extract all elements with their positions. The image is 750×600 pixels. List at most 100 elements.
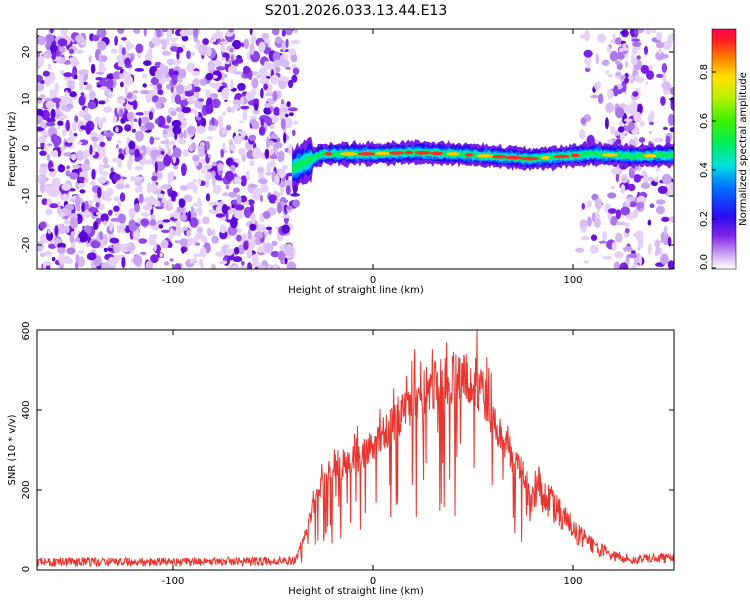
noise-speckle xyxy=(220,41,230,45)
noise-speckle xyxy=(234,210,244,220)
noise-speckle xyxy=(97,186,102,199)
signal-hotspot xyxy=(553,154,570,159)
noise-speckle xyxy=(656,73,664,78)
noise-speckle xyxy=(219,224,227,234)
noise-speckle xyxy=(222,192,229,197)
noise-speckle xyxy=(274,66,281,73)
noise-speckle xyxy=(198,150,205,157)
noise-speckle xyxy=(241,154,246,162)
noise-speckle xyxy=(284,254,293,259)
noise-speckle xyxy=(218,201,225,206)
noise-speckle xyxy=(274,174,280,186)
noise-speckle xyxy=(47,143,53,147)
noise-speckle xyxy=(183,194,193,203)
noise-speckle xyxy=(192,179,198,183)
noise-speckle xyxy=(69,57,73,61)
noise-speckle xyxy=(133,254,143,266)
noise-speckle xyxy=(176,205,185,214)
noise-speckle xyxy=(186,125,197,135)
noise-speckle xyxy=(59,114,69,119)
noise-speckle xyxy=(267,140,275,144)
noise-speckle xyxy=(44,250,52,257)
noise-speckle xyxy=(225,124,232,131)
noise-speckle xyxy=(110,218,120,222)
noise-speckle xyxy=(669,127,674,133)
noise-speckle xyxy=(209,39,215,43)
signal-hotspot xyxy=(504,155,522,160)
noise-speckle xyxy=(149,219,157,226)
noise-speckle xyxy=(241,233,247,241)
noise-speckle xyxy=(222,87,230,94)
noise-speckle xyxy=(95,76,103,81)
noise-speckle xyxy=(647,176,654,182)
noise-speckle xyxy=(97,132,105,144)
noise-speckle xyxy=(242,65,251,75)
noise-speckle xyxy=(88,54,92,63)
noise-speckle xyxy=(202,216,210,225)
noise-speckle xyxy=(207,60,215,72)
noise-speckle xyxy=(218,177,223,181)
noise-speckle xyxy=(202,38,209,46)
noise-speckle xyxy=(131,128,136,133)
noise-speckle xyxy=(247,228,252,241)
noise-speckle xyxy=(141,116,150,125)
noise-speckle xyxy=(190,51,196,56)
noise-speckle xyxy=(237,82,246,91)
noise-speckle xyxy=(636,175,644,179)
noise-speckle xyxy=(110,48,118,54)
noise-speckle xyxy=(179,68,186,79)
noise-speckle xyxy=(199,246,207,258)
signal-hotspot xyxy=(389,151,405,155)
noise-speckle xyxy=(670,96,674,105)
noise-speckle xyxy=(98,121,103,129)
noise-speckle xyxy=(636,201,645,209)
noise-speckle xyxy=(137,183,143,193)
noise-speckle xyxy=(222,111,227,116)
noise-speckle xyxy=(81,166,91,172)
noise-speckle xyxy=(655,31,663,41)
noise-speckle xyxy=(611,241,617,251)
noise-speckle xyxy=(144,122,155,130)
noise-speckle xyxy=(93,221,99,230)
noise-speckle xyxy=(226,219,232,223)
noise-speckle xyxy=(108,91,114,99)
bottom-x-axis xyxy=(172,330,574,570)
colorbar-tick-label: 0.0 xyxy=(699,254,710,270)
noise-speckle xyxy=(116,98,126,105)
noise-speckle xyxy=(586,200,593,208)
noise-speckle xyxy=(610,167,621,175)
noise-speckle xyxy=(141,73,148,79)
noise-speckle xyxy=(242,111,248,121)
noise-speckle xyxy=(631,38,641,42)
noise-speckle xyxy=(607,138,613,145)
noise-speckle xyxy=(288,144,293,156)
noise-speckle xyxy=(288,48,297,56)
noise-speckle xyxy=(615,209,622,220)
top-x-tick-label: 100 xyxy=(563,275,582,286)
noise-speckle xyxy=(150,149,161,157)
noise-speckle xyxy=(105,131,114,137)
noise-speckle xyxy=(627,253,638,259)
noise-speckle xyxy=(94,196,101,204)
noise-speckle xyxy=(93,139,97,150)
noise-speckle xyxy=(40,130,49,136)
noise-speckle xyxy=(63,72,73,78)
noise-speckle xyxy=(98,100,106,105)
top-plot-frame xyxy=(36,28,675,270)
noise-speckle xyxy=(205,193,211,202)
noise-speckle xyxy=(221,71,225,82)
noise-speckle xyxy=(225,185,230,190)
noise-speckle xyxy=(194,242,201,246)
noise-speckle xyxy=(280,59,290,68)
noise-speckle xyxy=(86,252,97,261)
noise-speckle xyxy=(83,113,92,121)
noise-speckle xyxy=(162,219,171,223)
noise-speckle xyxy=(57,95,68,107)
noise-speckle xyxy=(182,226,188,231)
noise-speckle xyxy=(66,247,76,255)
noise-speckle xyxy=(265,116,272,127)
signal-hotspot xyxy=(375,151,391,156)
noise-speckle xyxy=(239,120,244,124)
noise-speckle xyxy=(621,176,627,184)
noise-speckle xyxy=(218,118,224,130)
